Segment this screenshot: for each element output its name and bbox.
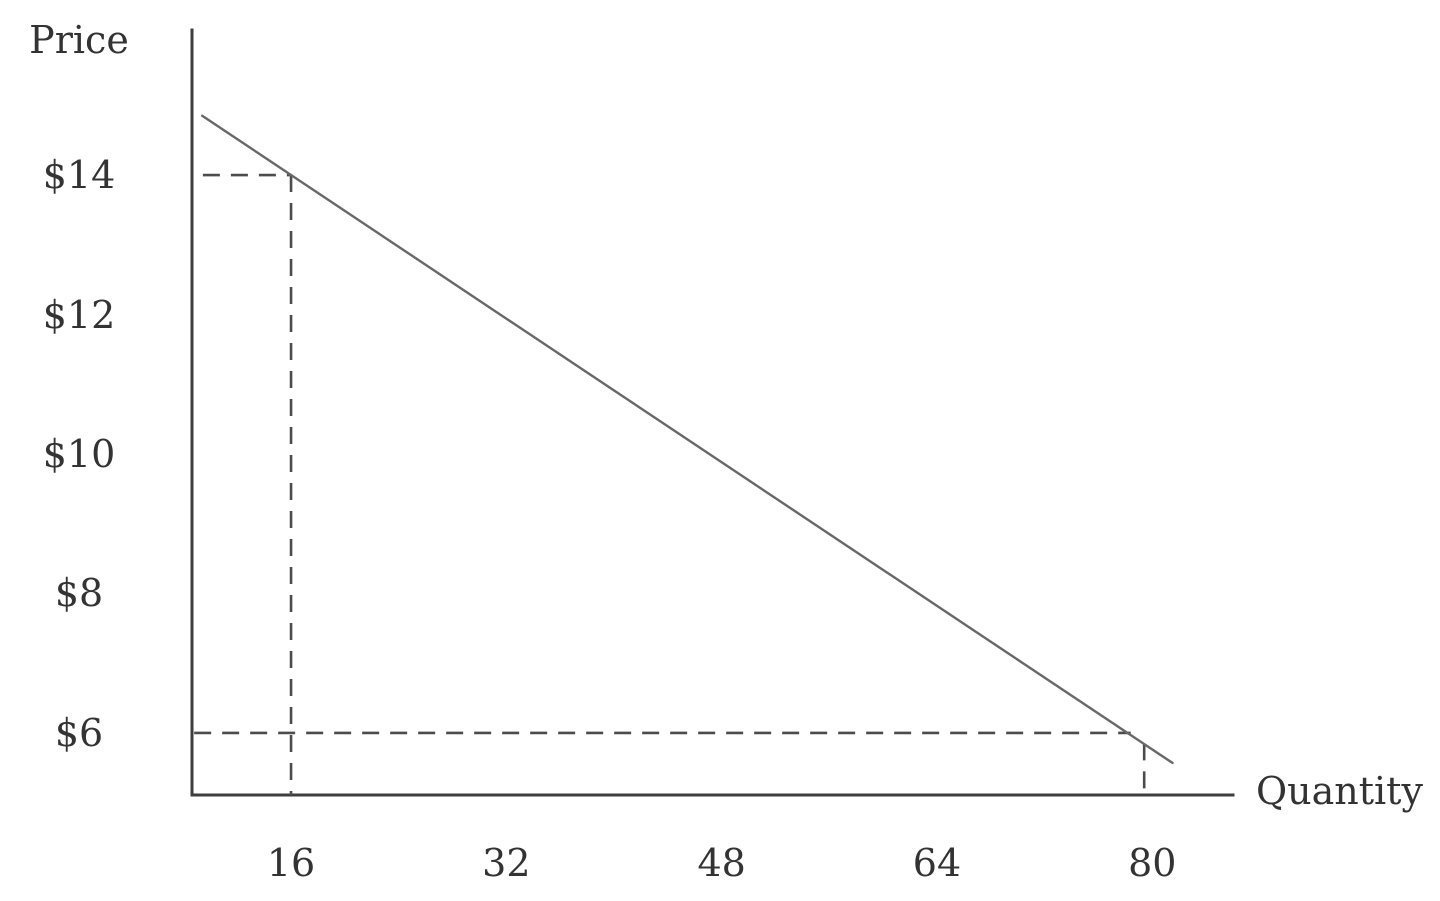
x-axis-title: Quantity [1256,769,1423,813]
x-tick-label-48: 48 [697,841,746,885]
y-axis-title: Price [29,18,129,62]
x-tick-label-16: 16 [266,841,316,885]
x-tick-label-64: 64 [912,841,962,885]
demand-line [201,114,1174,765]
x-tick-label-32: 32 [482,841,531,885]
y-tick-label-6: $6 [54,710,104,755]
y-tick-label-12: $12 [42,292,116,337]
y-tick-label-14: $14 [42,153,116,198]
y-tick-label-10: $10 [42,431,116,476]
y-tick-label-8: $8 [54,571,104,616]
x-tick-label-80: 80 [1128,841,1177,885]
